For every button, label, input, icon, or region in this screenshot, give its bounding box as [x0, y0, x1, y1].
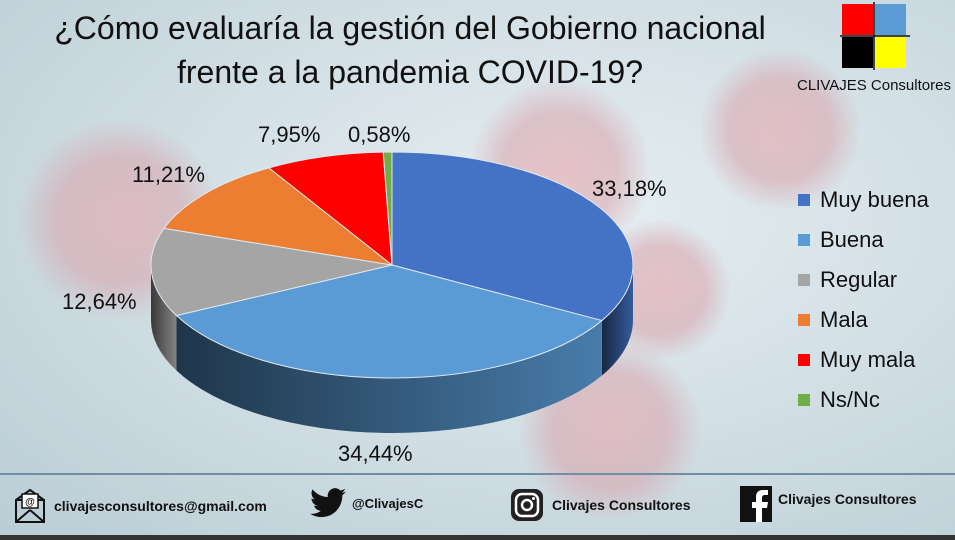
instagram-text: Clivajes Consultores: [552, 497, 691, 513]
pie-slice-muy-mala: [267, 151, 393, 267]
background-virus: [700, 50, 860, 210]
legend-swatch: [798, 354, 810, 366]
data-label-mala: 11,21%: [132, 162, 205, 187]
clivajes-logo: [840, 2, 910, 70]
pie-slice-regular: [150, 227, 393, 317]
twitter-bird-icon: [310, 488, 346, 518]
instagram-icon: [511, 489, 543, 521]
data-label-ns-nc: 0,58%: [348, 122, 411, 147]
legend-label: Ns/Nc: [820, 387, 880, 412]
chart-title: ¿Cómo evaluaría la gestión del Gobierno …: [20, 6, 800, 94]
twitter-handle: @ClivajesC: [352, 495, 424, 511]
pie-slice-buena: [175, 264, 603, 379]
legend-label: Buena: [820, 227, 884, 252]
facebook-icon: [740, 486, 772, 522]
data-label-muy-mala: 7,95%: [258, 122, 321, 147]
legend-swatch: [798, 274, 810, 286]
legend-label: Muy mala: [820, 347, 916, 372]
pie-slice-ns-nc: [382, 151, 393, 266]
title-line-2: frente a la pandemia COVID-19?: [176, 54, 644, 90]
pie-slice-muy-buena: [391, 151, 634, 322]
data-label-muy-buena: 33,18%: [592, 176, 667, 201]
legend-label: Regular: [820, 267, 898, 292]
legend-swatch: [798, 194, 810, 206]
pie-side-buena: [176, 315, 602, 433]
legend-label: Mala: [820, 307, 868, 332]
legend-item-muy-buena: Muy buena: [798, 180, 929, 220]
email-text: clivajesconsultores@gmail.com: [54, 498, 267, 514]
legend-item-buena: Buena: [798, 220, 929, 260]
footer-email[interactable]: @ clivajesconsultores@gmail.com: [14, 488, 267, 524]
email-envelope-icon: @: [15, 488, 45, 523]
legend-item-muy-mala: Muy mala: [798, 340, 929, 380]
data-label-buena: 34,44%: [338, 441, 413, 466]
footer-twitter[interactable]: @ClivajesC: [310, 488, 423, 518]
legend-swatch: [798, 314, 810, 326]
title-line-1: ¿Cómo evaluaría la gestión del Gobierno …: [54, 10, 766, 46]
pie-slice-mala: [163, 167, 394, 266]
facebook-text: Clivajes Consultores: [778, 491, 917, 507]
legend: Muy buena Buena Regular Mala Muy mala Ns…: [798, 180, 929, 420]
footer-facebook[interactable]: Clivajes Consultores: [740, 486, 917, 522]
pie-side-muy-buena: [601, 265, 633, 376]
legend-swatch: [798, 234, 810, 246]
legend-swatch: [798, 394, 810, 406]
legend-item-regular: Regular: [798, 260, 929, 300]
logo-text: CLIVAJES Consultores: [797, 77, 951, 94]
legend-item-mala: Mala: [798, 300, 929, 340]
data-label-regular: 12,64%: [62, 289, 137, 314]
svg-text:@: @: [25, 497, 35, 508]
footer-instagram[interactable]: Clivajes Consultores: [510, 488, 691, 522]
legend-label: Muy buena: [820, 187, 929, 212]
legend-item-ns-nc: Ns/Nc: [798, 380, 929, 420]
footer-bar: [0, 535, 955, 540]
footer-divider: [0, 473, 955, 475]
